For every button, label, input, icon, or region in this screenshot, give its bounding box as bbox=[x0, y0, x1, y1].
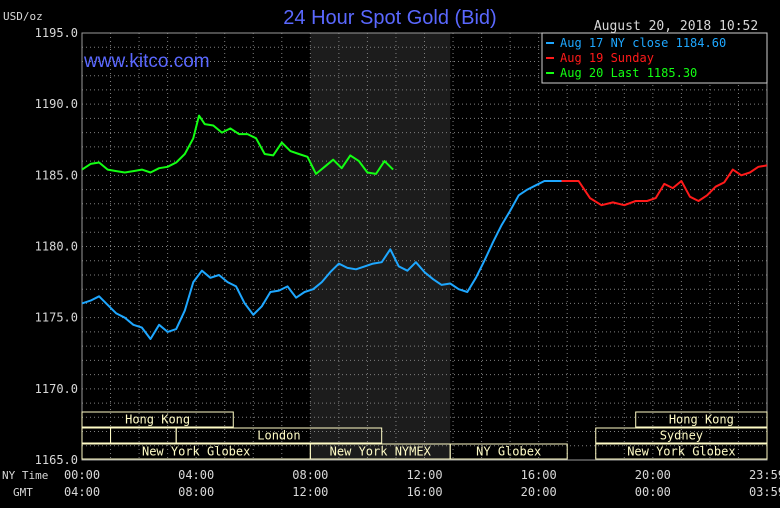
x-tick-label-ny: 16:00 bbox=[521, 468, 557, 482]
trading-sessions: Hong Kong London New York Globex New York N… bbox=[81, 411, 768, 460]
unit-label: USD/oz bbox=[3, 10, 43, 23]
x-tick-label-ny: 04:00 bbox=[178, 468, 214, 482]
aug17-close-line bbox=[81, 180, 562, 340]
session-box bbox=[175, 427, 383, 444]
session-label: Hong Kong bbox=[125, 413, 190, 427]
x-tick-label-gmt: 16:00 bbox=[406, 485, 442, 499]
nymex-shaded-region bbox=[310, 33, 451, 460]
x-tick-label-gmt: 03:59 bbox=[749, 485, 780, 499]
price-series bbox=[81, 114, 768, 340]
plot-frame bbox=[81, 32, 768, 461]
session-box bbox=[595, 443, 768, 460]
legend-entry-red: Aug 19 Sunday bbox=[560, 51, 654, 65]
x-tick-label-gmt: 12:00 bbox=[292, 485, 328, 499]
grid-lines bbox=[81, 32, 768, 461]
session-box bbox=[595, 427, 768, 444]
session-label: Sydney bbox=[660, 429, 703, 443]
legend: Aug 17 NY close 1184.60 Aug 19 Sunday Au… bbox=[541, 32, 768, 84]
legend-entry-blue: Aug 17 NY close 1184.60 bbox=[560, 36, 726, 50]
session-label: NY Globex bbox=[476, 445, 541, 459]
session-box bbox=[81, 411, 234, 428]
session-label: New York Globex bbox=[627, 445, 735, 459]
legend-entry-green: Aug 20 Last 1185.30 bbox=[560, 66, 697, 80]
x-tick-label-ny: 08:00 bbox=[292, 468, 328, 482]
x-tick-label-ny: 20:00 bbox=[635, 468, 671, 482]
aug19-sunday-line bbox=[561, 164, 768, 207]
session-label: New York NYMEX bbox=[330, 445, 432, 459]
x-tick-label-gmt: 04:00 bbox=[64, 485, 100, 499]
session-label: New York Globex bbox=[142, 445, 250, 459]
x-tick-label-gmt: 08:00 bbox=[178, 485, 214, 499]
y-tick-label: 1190.0 bbox=[35, 97, 78, 111]
y-tick-label: 1165.0 bbox=[35, 453, 78, 467]
y-tick-label: 1170.0 bbox=[35, 382, 78, 396]
session-label: Hong Kong bbox=[669, 413, 734, 427]
session-box bbox=[635, 411, 768, 428]
y-tick-label: 1180.0 bbox=[35, 240, 78, 254]
x-tick-label-ny: 23:59 bbox=[749, 468, 780, 482]
y-tick-label: 1185.0 bbox=[35, 168, 78, 182]
y-tick-label: 1195.0 bbox=[35, 26, 78, 40]
session-label: London bbox=[257, 429, 300, 443]
chart-title: 24 Hour Spot Gold (Bid) bbox=[283, 7, 496, 29]
gmt-axis-label: GMT bbox=[13, 486, 33, 499]
watermark: www.kitco.com bbox=[83, 51, 210, 72]
x-tick-label-ny: 00:00 bbox=[64, 468, 100, 482]
session-box bbox=[449, 443, 568, 460]
x-tick-label-ny: 12:00 bbox=[406, 468, 442, 482]
timestamp: August 20, 2018 10:52 bbox=[594, 19, 758, 34]
axis-ticks: 1195.0 1190.0 1185.0 1180.0 1175.0 1170.0 1165… bbox=[35, 26, 780, 499]
legend-box bbox=[541, 32, 768, 84]
x-tick-label-gmt: 00:00 bbox=[635, 485, 671, 499]
aug20-last-line bbox=[81, 114, 394, 175]
ny-time-axis-label: NY Time bbox=[2, 469, 48, 482]
x-tick-label-gmt: 20:00 bbox=[521, 485, 557, 499]
y-tick-label: 1175.0 bbox=[35, 311, 78, 325]
